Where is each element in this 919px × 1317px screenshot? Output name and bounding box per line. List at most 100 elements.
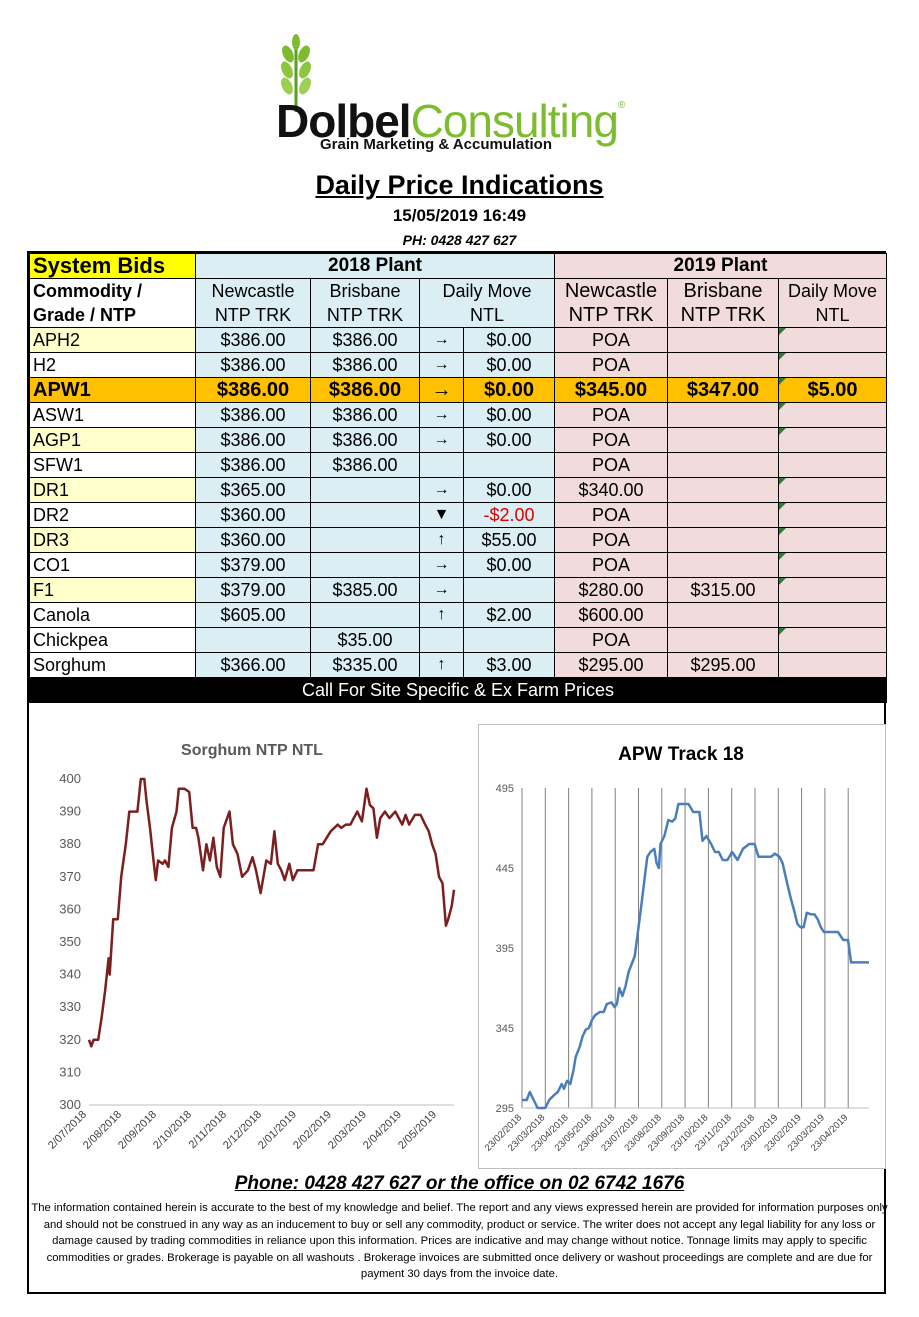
y-tick-label: 350 xyxy=(59,934,81,949)
brisbane-2019-cell xyxy=(667,402,779,428)
brisbane-2018-cell xyxy=(310,527,420,553)
daily-move-2018-cell: $0.00 xyxy=(463,477,555,503)
x-tick-label: 2/05/2019 xyxy=(396,1109,439,1152)
newcastle-2019-cell: POA xyxy=(554,352,668,378)
newcastle-2018-cell: $605.00 xyxy=(195,602,311,628)
comment-marker-icon xyxy=(779,428,786,435)
brisbane-2019-cell: $295.00 xyxy=(667,652,779,678)
move-arrow-icon: → xyxy=(419,402,464,428)
brisbane-2019-cell xyxy=(667,452,779,478)
newcastle-2018-cell: $360.00 xyxy=(195,527,311,553)
brisbane-2019-cell xyxy=(667,602,779,628)
daily-move-2019-cell xyxy=(777,602,888,628)
plant-2018-header: 2018 Plant xyxy=(195,253,555,279)
grade-cell: F1 xyxy=(29,577,196,603)
newcastle-2018-cell: $386.00 xyxy=(195,402,311,428)
brisbane-2018-cell: $386.00 xyxy=(310,402,420,428)
col-daily-move-2018: Daily Move NTL xyxy=(419,278,555,328)
brisbane-2019-cell xyxy=(667,627,779,653)
daily-move-2019-cell xyxy=(777,627,888,653)
comment-marker-icon xyxy=(779,503,786,510)
grade-cell: H2 xyxy=(29,352,196,378)
newcastle-2018-cell: $365.00 xyxy=(195,477,311,503)
table-row: APH2 $386.00 $386.00 → $0.00 POA xyxy=(29,327,888,353)
newcastle-2019-cell: POA xyxy=(554,527,668,553)
phone-header: PH: 0428 427 627 xyxy=(402,232,517,248)
newcastle-2019-cell: $345.00 xyxy=(554,377,668,403)
commodity-header: Commodity / Grade / NTP xyxy=(29,278,196,328)
brand-tagline: Grain Marketing & Accumulation xyxy=(320,136,552,153)
table-row: F1 $379.00 $385.00 → $280.00 $315.00 xyxy=(29,577,888,603)
comment-marker-icon xyxy=(779,578,786,585)
grade-cell: AGP1 xyxy=(29,427,196,453)
daily-move-2018-cell: -$2.00 xyxy=(463,502,555,528)
grade-cell: Chickpea xyxy=(29,627,196,653)
y-tick-label: 495 xyxy=(496,783,514,795)
daily-move-2019-cell xyxy=(777,502,888,528)
col-brisbane-2019: Brisbane NTP TRK xyxy=(667,278,779,328)
grade-cell: ASW1 xyxy=(29,402,196,428)
daily-move-2019-cell xyxy=(777,577,888,603)
table-row: H2 $386.00 $386.00 → $0.00 POA xyxy=(29,352,888,378)
daily-move-2019-cell xyxy=(777,452,888,478)
newcastle-2019-cell: $340.00 xyxy=(554,477,668,503)
table-row: Sorghum $366.00 $335.00 ↑ $3.00 $295.00 $295.0… xyxy=(29,652,888,678)
brisbane-2019-cell xyxy=(667,552,779,578)
y-tick-label: 445 xyxy=(496,863,514,875)
newcastle-2018-cell: $386.00 xyxy=(195,327,311,353)
y-tick-label: 295 xyxy=(496,1103,514,1115)
comment-marker-icon xyxy=(779,403,786,410)
table-row: DR3 $360.00 ↑ $55.00 POA xyxy=(29,527,888,553)
comment-marker-icon xyxy=(779,553,786,560)
apw-track-chart: APW Track 18 295 345 395 445 495 23/02/2018 23/… xyxy=(478,724,886,1169)
newcastle-2018-cell: $386.00 xyxy=(195,427,311,453)
chart-title: Sorghum NTP NTL xyxy=(181,742,323,759)
brisbane-2018-cell: $386.00 xyxy=(310,327,420,353)
newcastle-2019-cell: POA xyxy=(554,427,668,453)
brisbane-2018-cell xyxy=(310,502,420,528)
move-arrow-icon: ↑ xyxy=(419,527,464,553)
daily-move-2019-cell xyxy=(777,327,888,353)
brisbane-2019-cell xyxy=(667,327,779,353)
daily-move-2019-cell xyxy=(777,427,888,453)
daily-move-2018-cell: $0.00 xyxy=(463,377,555,403)
move-arrow-icon: → xyxy=(419,352,464,378)
brisbane-2018-cell xyxy=(310,477,420,503)
daily-move-2018-cell: $0.00 xyxy=(463,352,555,378)
y-tick-label: 330 xyxy=(59,999,81,1014)
col-brisbane-2018: Brisbane NTP TRK xyxy=(310,278,420,328)
report-datetime: 15/05/2019 16:49 xyxy=(392,206,527,225)
y-tick-label: 345 xyxy=(496,1023,514,1035)
sorghum-chart-svg: Sorghum NTP NTL 300 310 320 330 340 350 360 370 3… xyxy=(46,742,456,1152)
daily-move-2018-cell: $0.00 xyxy=(463,402,555,428)
x-tick-label: 2/10/2018 xyxy=(151,1109,194,1152)
daily-move-2018-cell xyxy=(463,577,555,603)
col-newcastle-2019: Newcastle NTP TRK xyxy=(554,278,668,328)
table-row: Chickpea $35.00 POA xyxy=(29,627,888,653)
daily-move-2018-cell: $55.00 xyxy=(463,527,555,553)
newcastle-2019-cell: POA xyxy=(554,627,668,653)
grade-cell: SFW1 xyxy=(29,452,196,478)
comment-marker-icon xyxy=(779,328,786,335)
phone-footer: Phone: 0428 427 627 or the office on 02 … xyxy=(234,1173,685,1194)
grade-cell: DR2 xyxy=(29,502,196,528)
table-row: APW1 $386.00 $386.00 → $0.00 $345.00 $347.00 $5… xyxy=(29,377,888,403)
chart-title: APW Track 18 xyxy=(618,744,744,765)
y-tick-label: 370 xyxy=(59,869,81,884)
table-row: SFW1 $386.00 $386.00 POA xyxy=(29,452,888,478)
plant-2019-header: 2019 Plant xyxy=(553,253,888,279)
newcastle-2019-cell: POA xyxy=(554,502,668,528)
brisbane-2018-cell: $385.00 xyxy=(310,577,420,603)
move-arrow-icon: → xyxy=(419,577,464,603)
y-tick-label: 360 xyxy=(59,901,81,916)
table-row: CO1 $379.00 → $0.00 POA xyxy=(29,552,888,578)
brisbane-2019-cell: $315.00 xyxy=(667,577,779,603)
newcastle-2019-cell: $295.00 xyxy=(554,652,668,678)
brisbane-2019-cell xyxy=(667,527,779,553)
daily-move-2018-cell xyxy=(463,452,555,478)
daily-move-2018-cell: $0.00 xyxy=(463,427,555,453)
move-arrow-icon: ↑ xyxy=(419,602,464,628)
y-tick-label: 310 xyxy=(59,1064,81,1079)
newcastle-2019-cell: POA xyxy=(554,327,668,353)
daily-move-2018-cell: $0.00 xyxy=(463,327,555,353)
